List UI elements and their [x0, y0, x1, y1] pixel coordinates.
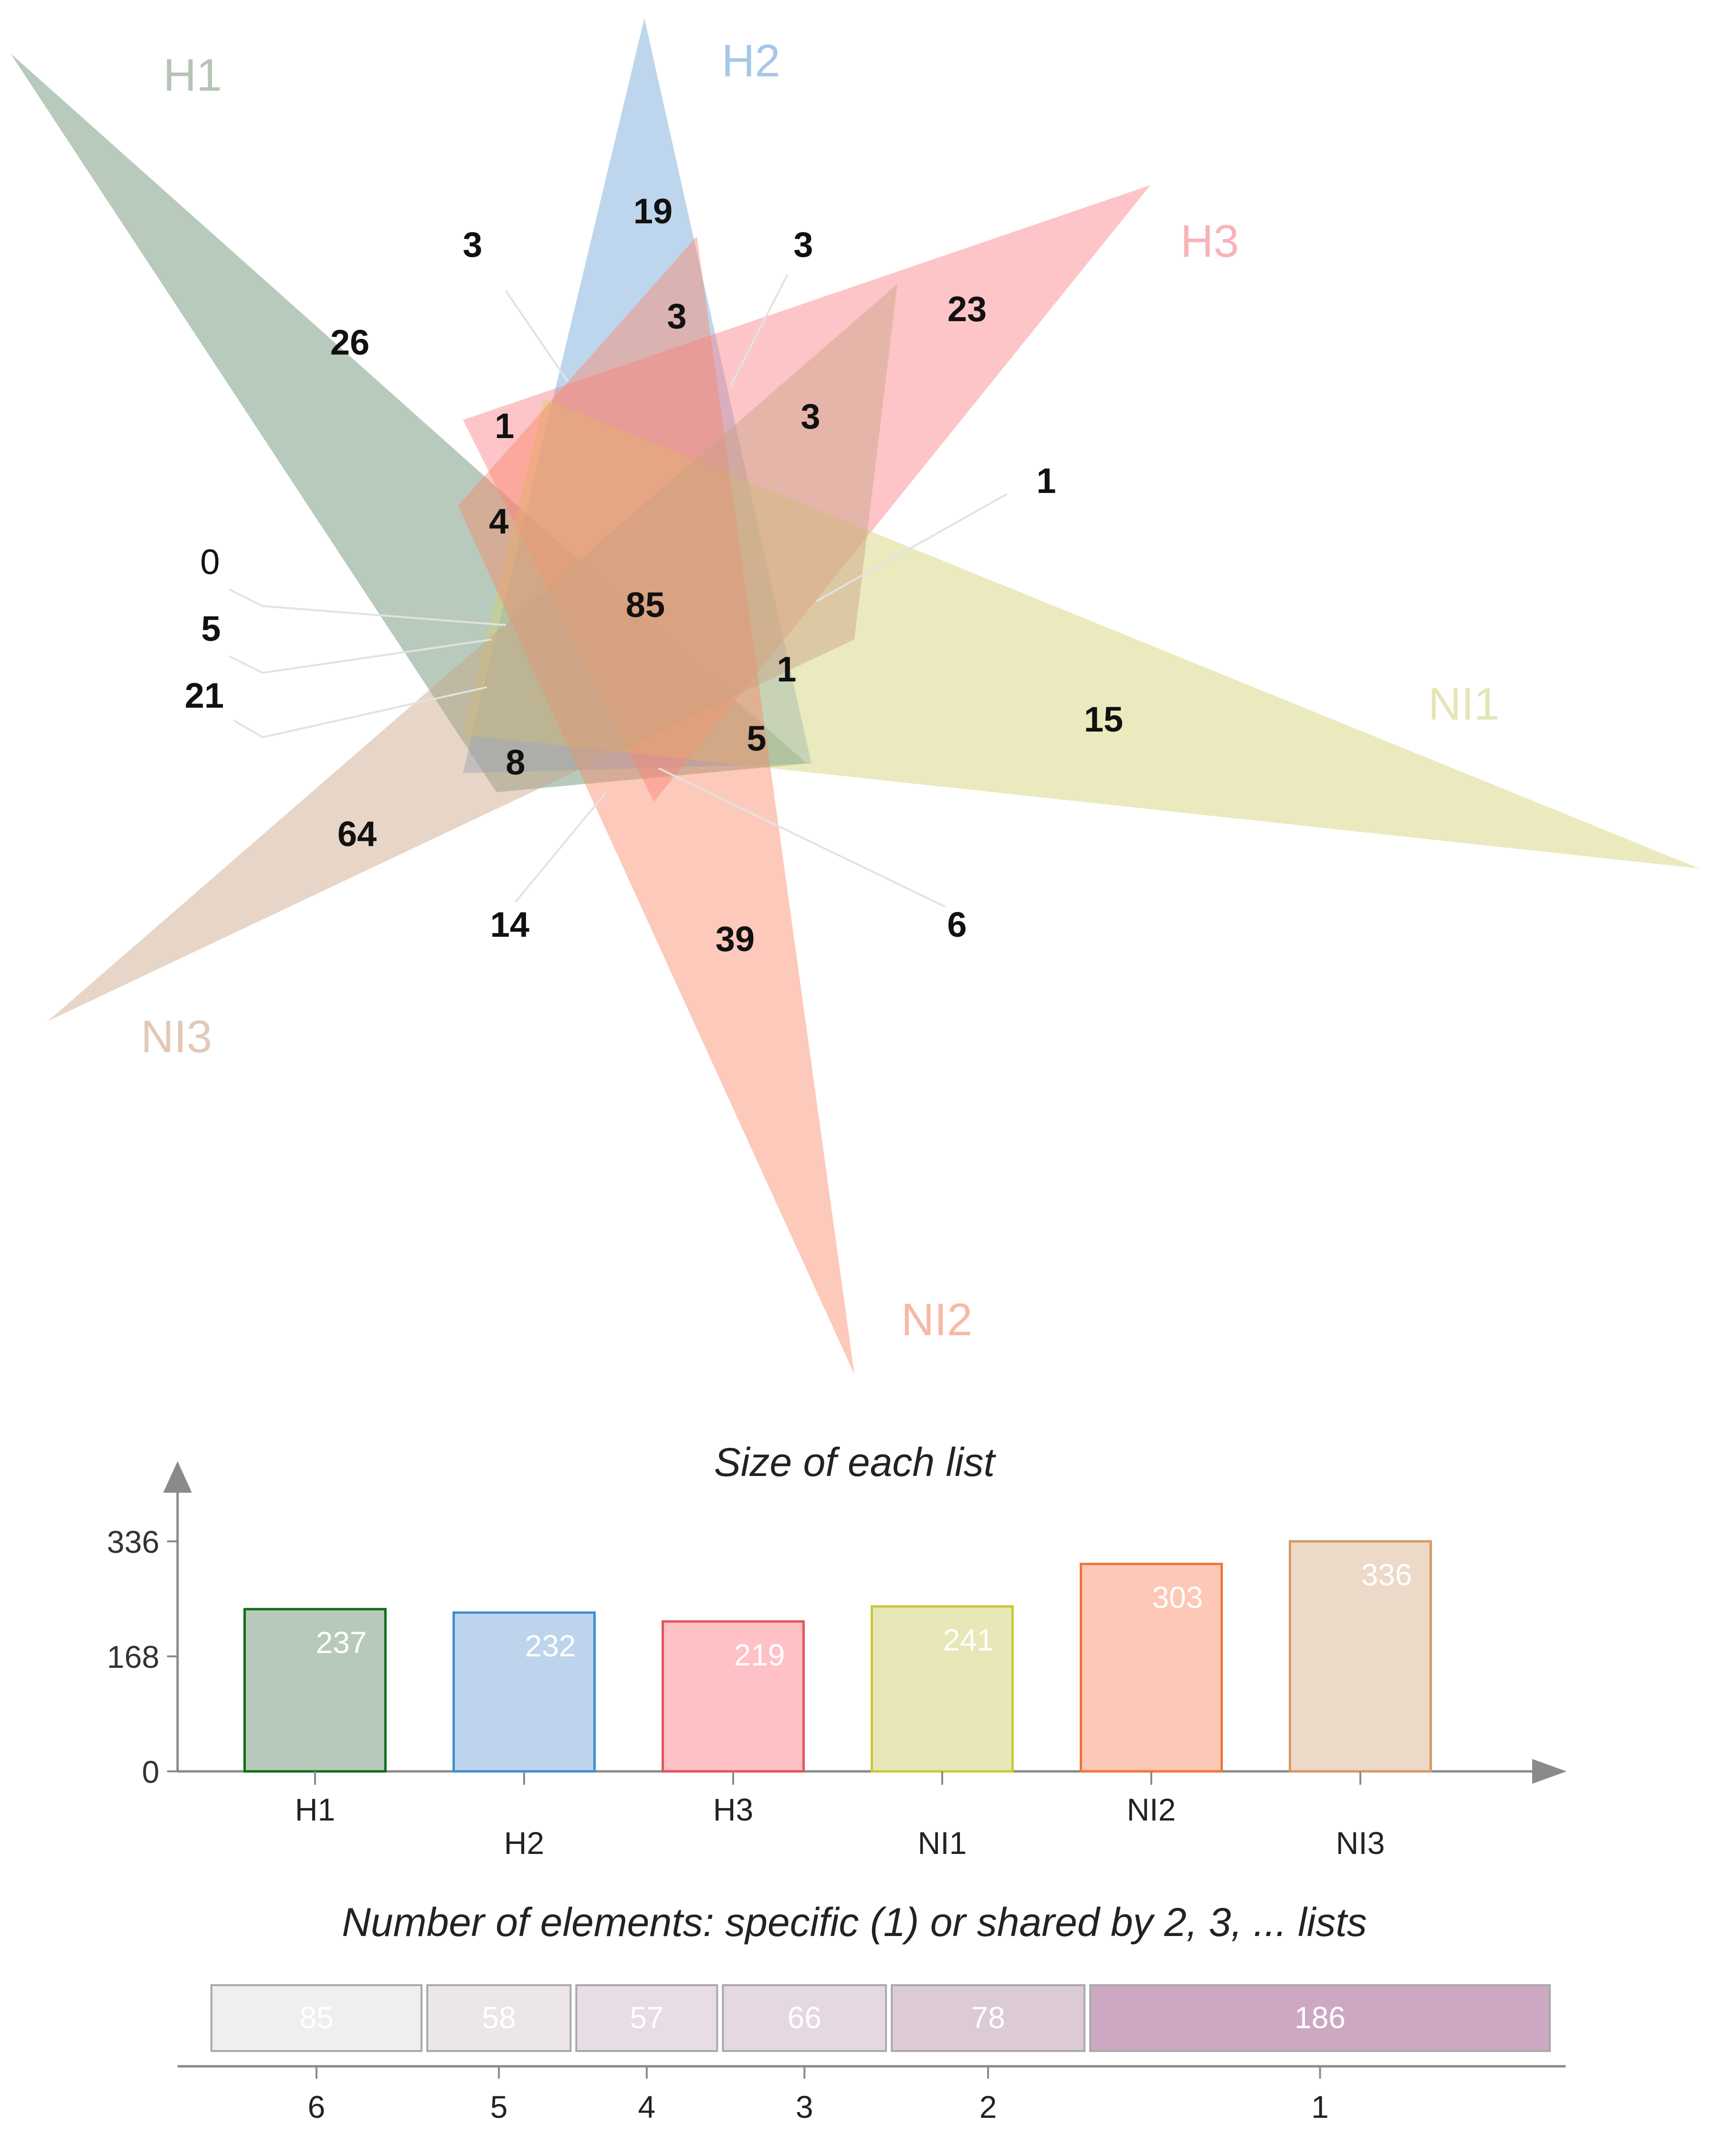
leader-line: [816, 493, 1008, 602]
bar-value-label: 219: [734, 1638, 785, 1672]
bar-value-label: 336: [1361, 1558, 1412, 1592]
bar-value-label: 241: [943, 1622, 994, 1657]
region-count: 5: [747, 719, 766, 758]
leader-line: [229, 655, 263, 674]
leader-line: [505, 290, 569, 383]
region-count: 5: [201, 609, 221, 649]
x-tick-label: NI1: [918, 1825, 967, 1861]
venn-set-h1-shape: [11, 53, 807, 792]
venn-set-ni3-shape: [48, 284, 897, 1021]
region-count: 1: [494, 406, 514, 446]
bar-h1: [243, 1608, 387, 1773]
venn-set-label-h1: H1: [163, 50, 222, 101]
x-tick-label: 2: [979, 2089, 997, 2125]
region-count: 14: [490, 905, 529, 944]
region-count: 3: [463, 225, 482, 264]
x-tick-label: 6: [308, 2089, 326, 2125]
venn-set-label-ni3: NI3: [141, 1011, 212, 1062]
chart-title: Number of elements: specific (1) or shar…: [342, 1900, 1367, 1945]
bar-value-label: 186: [1294, 2000, 1346, 2035]
y-axis-ticks: 0 168 336: [107, 1524, 178, 1790]
region-count-all-sets: 85: [626, 585, 665, 625]
venn-set-label-ni2: NI2: [901, 1294, 972, 1345]
chart-title: Size of each list: [714, 1440, 997, 1485]
bar-series: 85 58 57 66 78 186: [210, 1984, 1551, 2052]
x-tick-label: NI3: [1336, 1825, 1385, 1861]
region-count: 3: [667, 296, 686, 336]
bar-shared-by-6: [210, 1984, 423, 2052]
leader-line: [515, 791, 607, 903]
leader-line: [233, 720, 263, 738]
bar-series: 237 232 219 241 303 336: [243, 1540, 1432, 1773]
y-tick-label: 336: [107, 1524, 159, 1559]
y-axis-arrow: [163, 1461, 192, 1493]
region-count: 0: [200, 542, 220, 582]
x-axis-labels: H1 H2 H3 NI1 NI2 NI3: [295, 1771, 1385, 1861]
leader-line: [729, 274, 789, 387]
bar-shared-by-4: [575, 1984, 718, 2052]
x-tick-label: H3: [713, 1792, 753, 1827]
venn-set-h3-shape: [463, 185, 1150, 802]
bar-shared-by-3: [722, 1984, 887, 2052]
region-count-h2-only: 19: [633, 191, 673, 231]
x-tick-label: H1: [295, 1792, 335, 1827]
list-size-bar-chart: Size of each list 0 168 336 237 232 219 241 30…: [107, 1440, 1567, 1861]
bar-ni3: [1289, 1540, 1432, 1773]
venn-set-h2-shape: [463, 18, 811, 773]
x-tick-label: 1: [1311, 2089, 1329, 2125]
region-count-h1-only: 26: [330, 323, 369, 362]
bar-value-label: 232: [525, 1629, 576, 1663]
bar-value-label: 57: [630, 2000, 663, 2035]
bar-value-label: 66: [788, 2000, 821, 2035]
region-count-ni1-only: 15: [1084, 700, 1123, 739]
leader-line: [658, 767, 946, 908]
bar-value-label: 85: [299, 2000, 333, 2035]
x-tick-label: NI2: [1127, 1792, 1176, 1827]
region-count: 6: [947, 905, 967, 944]
bar-shared-by-2: [891, 1984, 1086, 2052]
x-axis-arrow: [1532, 1759, 1567, 1784]
shared-elements-bar-chart: Number of elements: specific (1) or shar…: [178, 1900, 1566, 2125]
bar-value-label: 58: [482, 2000, 516, 2035]
region-count: 1: [777, 649, 796, 689]
bar-h2: [452, 1611, 596, 1773]
y-tick-label: 168: [107, 1639, 159, 1675]
region-count: 4: [489, 502, 508, 541]
bar-h3: [662, 1620, 805, 1773]
bar-value-label: 78: [971, 2000, 1005, 2035]
region-count: 1: [1036, 461, 1056, 501]
leader-line: [262, 686, 487, 738]
leader-line: [229, 588, 263, 607]
venn-set-label-ni1: NI1: [1428, 679, 1499, 730]
venn-diagram: 26 19 23 15 39 64 3 3 3 3 1 4 85 1 0 5 2…: [11, 18, 1699, 1374]
bar-shared-by-1: [1089, 1984, 1551, 2052]
region-count: 8: [505, 743, 525, 782]
venn-set-label-h2: H2: [722, 35, 780, 86]
venn-set-ni1-shape: [463, 398, 1699, 869]
y-tick-label: 0: [142, 1754, 159, 1790]
chart-axis: 6 5 4 3 2 1: [178, 2065, 1566, 2125]
bar-shared-by-5: [426, 1984, 572, 2052]
region-count: 21: [185, 676, 224, 715]
x-tick-label: 4: [638, 2089, 656, 2125]
bar-ni1: [871, 1605, 1014, 1773]
region-count: 3: [793, 225, 813, 264]
venn-set-ni2-shape: [458, 236, 854, 1374]
x-tick-label: H2: [504, 1825, 544, 1861]
x-tick-label: 5: [490, 2089, 508, 2125]
bar-value-label: 303: [1152, 1580, 1203, 1614]
leader-line: [262, 638, 492, 674]
leader-lines: [229, 274, 1008, 908]
region-count-ni3-only: 64: [337, 814, 377, 854]
leader-line: [262, 605, 506, 626]
region-count: 3: [800, 397, 820, 436]
region-count-ni2-only: 39: [715, 919, 755, 959]
region-count-h3-only: 23: [947, 289, 987, 329]
x-tick-label: 3: [796, 2089, 813, 2125]
venn-set-label-h3: H3: [1180, 216, 1239, 267]
bar-value-label: 237: [316, 1625, 367, 1660]
